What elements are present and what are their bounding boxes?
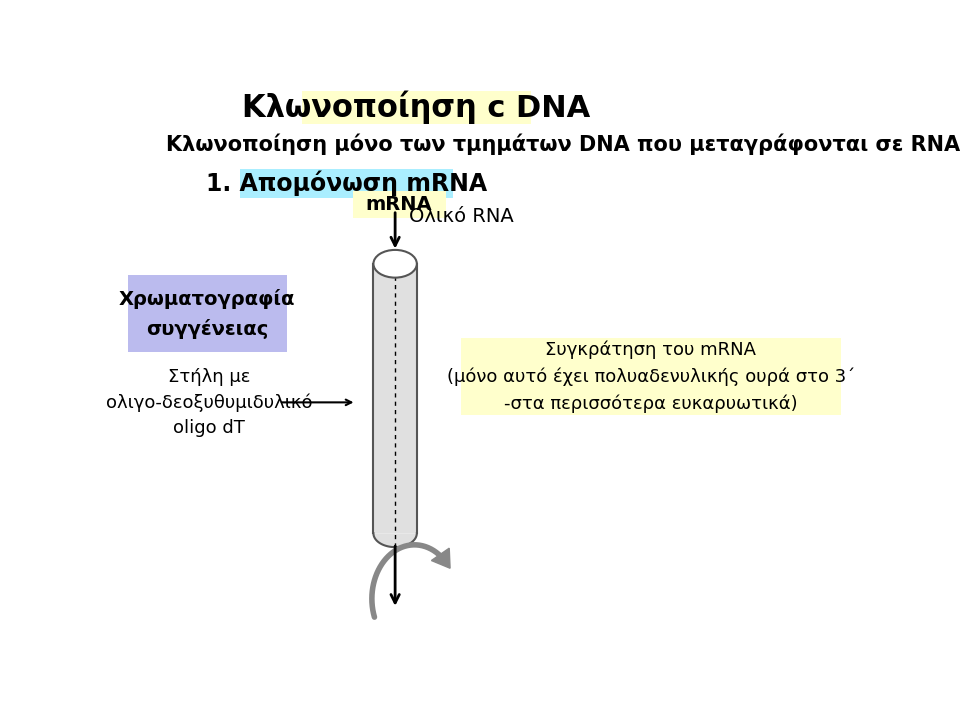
Text: Κλωνοποίηση μόνο των τμημάτων DNA που μεταγράφονται σε RNA: Κλωνοποίηση μόνο των τμημάτων DNA που με…	[166, 134, 960, 155]
Text: mRNA: mRNA	[366, 195, 432, 214]
Text: Ολικό RNA: Ολικό RNA	[409, 207, 514, 226]
Bar	[373, 264, 417, 534]
FancyBboxPatch shape	[302, 91, 531, 124]
Text: Στήλη με
ολιγο-δεοξυθυμιδυλικό
oligo dT: Στήλη με ολιγο-δεοξυθυμιδυλικό oligo dT	[106, 368, 312, 437]
FancyBboxPatch shape	[128, 276, 287, 352]
Polygon shape	[431, 548, 450, 568]
Text: Χρωματογραφία
συγγένειας: Χρωματογραφία συγγένειας	[119, 289, 296, 339]
Text: Κλωνοποίηση c DNA: Κλωνοποίηση c DNA	[242, 91, 590, 124]
FancyBboxPatch shape	[352, 191, 445, 217]
FancyBboxPatch shape	[461, 338, 841, 415]
Text: 1. Απομόνωση mRNA: 1. Απομόνωση mRNA	[206, 171, 488, 196]
FancyBboxPatch shape	[240, 169, 453, 198]
Text: Συγκράτηση του mRNA
(μόνο αυτό έχει πολυαδενυλικής ουρά στο 3΄
-στα περισσότερα : Συγκράτηση του mRNA (μόνο αυτό έχει πολυ…	[446, 340, 855, 413]
Ellipse shape	[373, 250, 417, 278]
